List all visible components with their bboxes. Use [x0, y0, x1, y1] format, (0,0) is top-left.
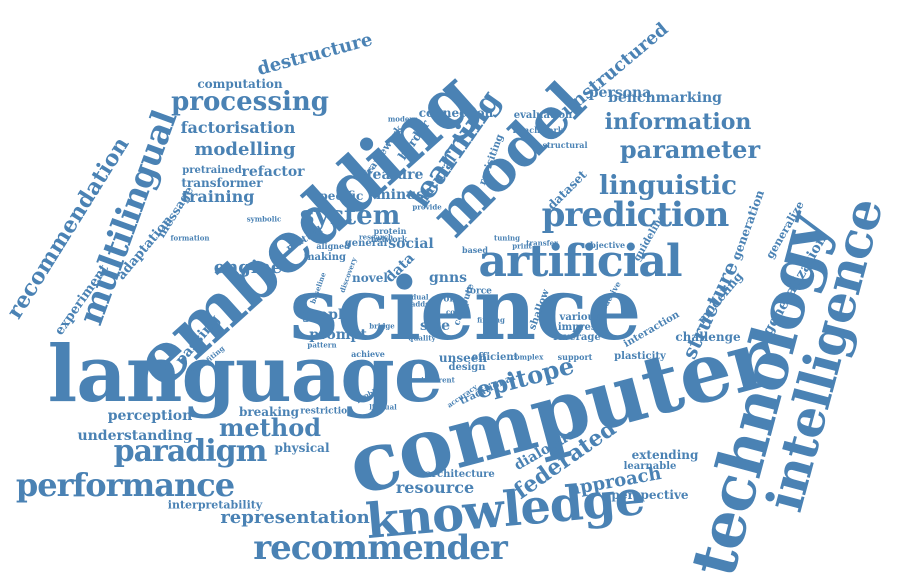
word-extending: extending	[632, 449, 699, 461]
word-novel: novel	[352, 272, 388, 284]
word-lingual: lingual	[369, 404, 397, 411]
word-learnable: learnable	[624, 462, 677, 472]
word-plasticity: plasticity	[614, 352, 666, 362]
word-computation: computation	[197, 78, 282, 90]
word-finding: finding	[477, 317, 505, 324]
word-symbolic: symbolic	[247, 216, 282, 223]
word-research: research	[359, 234, 393, 241]
word-leverage: leverage	[553, 333, 600, 343]
word-print: print	[512, 243, 532, 250]
word-recommender: recommender	[253, 531, 507, 565]
word-work: work	[436, 296, 461, 305]
word-factorisation: factorisation	[181, 120, 296, 136]
word-resource: resource	[396, 480, 474, 496]
word-specific: specific	[313, 190, 364, 202]
word-based: based	[462, 246, 488, 254]
word-inherent: inherent	[421, 377, 455, 384]
word-gnns: gnns	[429, 271, 467, 285]
word-modern: modern	[388, 116, 418, 123]
word-connection: connection	[419, 107, 494, 119]
word-transformer: transformer	[181, 177, 262, 189]
word-formation: formation	[171, 235, 210, 242]
word-objective: objective	[585, 241, 625, 249]
word-restriction: restriction	[300, 408, 353, 417]
word-design: design	[448, 363, 485, 373]
word-bridge: bridge	[369, 323, 394, 330]
word-achieve: achieve	[351, 350, 385, 358]
word-size: size	[420, 319, 450, 333]
word-message: message	[155, 184, 196, 239]
word-adds: adds	[411, 301, 429, 308]
word-provide: provide	[412, 204, 441, 211]
word-pattern: pattern	[307, 342, 336, 349]
word-benchmarking: benchmarking	[608, 91, 722, 105]
word-quality: quality	[408, 335, 435, 342]
word-processing: processing	[171, 89, 329, 115]
word-interpretability: interpretability	[168, 500, 262, 511]
word-pretrained: pretrained	[182, 166, 241, 176]
word-aligned: aligned	[316, 242, 349, 250]
word-benchmark: benchmark	[513, 126, 564, 134]
word-making: making	[304, 253, 346, 263]
word-modelling: modelling	[194, 141, 295, 159]
word-complex: complex	[511, 354, 544, 361]
word-architecture: architecture	[425, 470, 495, 480]
word-performance: performance	[16, 469, 234, 501]
word-cost: cost	[446, 309, 462, 316]
word-destructure: destructure	[256, 31, 375, 79]
word-representation: representation	[220, 509, 369, 527]
word-prediction: prediction	[542, 198, 729, 232]
word-breaking: breaking	[239, 406, 299, 418]
word-information: information	[605, 111, 752, 133]
word-perspective: perspective	[611, 489, 688, 501]
word-challenge: challenge	[675, 331, 740, 343]
word-force: force	[466, 288, 492, 297]
word-engine: engine	[214, 259, 283, 277]
word-support: support	[558, 353, 593, 361]
word-perception: perception	[108, 409, 193, 423]
word-understanding: understanding	[77, 429, 192, 443]
word-evaluation: evaluation	[514, 111, 573, 121]
word-linguistic: linguistic	[599, 173, 737, 199]
word-physical: physical	[274, 442, 329, 454]
word-tuning: tuning	[494, 235, 520, 242]
word-method: method	[219, 416, 321, 440]
word-artificial: artificial	[478, 240, 681, 284]
word-parameter: parameter	[620, 138, 760, 162]
word-graph: graph	[302, 308, 348, 322]
word-structural: structural	[542, 141, 587, 149]
